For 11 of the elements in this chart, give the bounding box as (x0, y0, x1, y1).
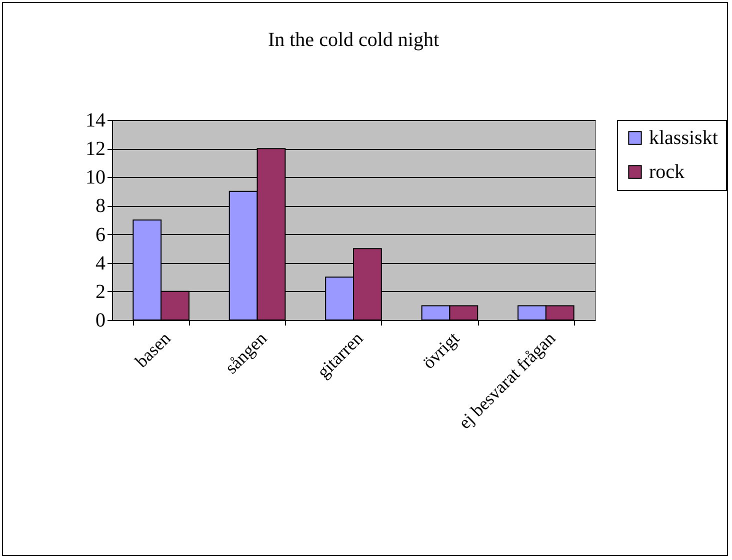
legend-label: klassiskt (649, 127, 718, 149)
y-tick-label: 6 (96, 224, 106, 246)
legend-label: rock (649, 161, 685, 183)
y-tick-label: 4 (96, 252, 106, 274)
chart-title: In the cold cold night (268, 29, 440, 51)
y-tick-label: 10 (86, 166, 106, 189)
y-tick-label: 12 (86, 138, 106, 160)
y-tick-label: 2 (96, 280, 106, 303)
y-tick-label: 0 (96, 310, 106, 332)
y-tick-label: 14 (86, 110, 106, 132)
y-tick-label: 8 (96, 195, 106, 218)
